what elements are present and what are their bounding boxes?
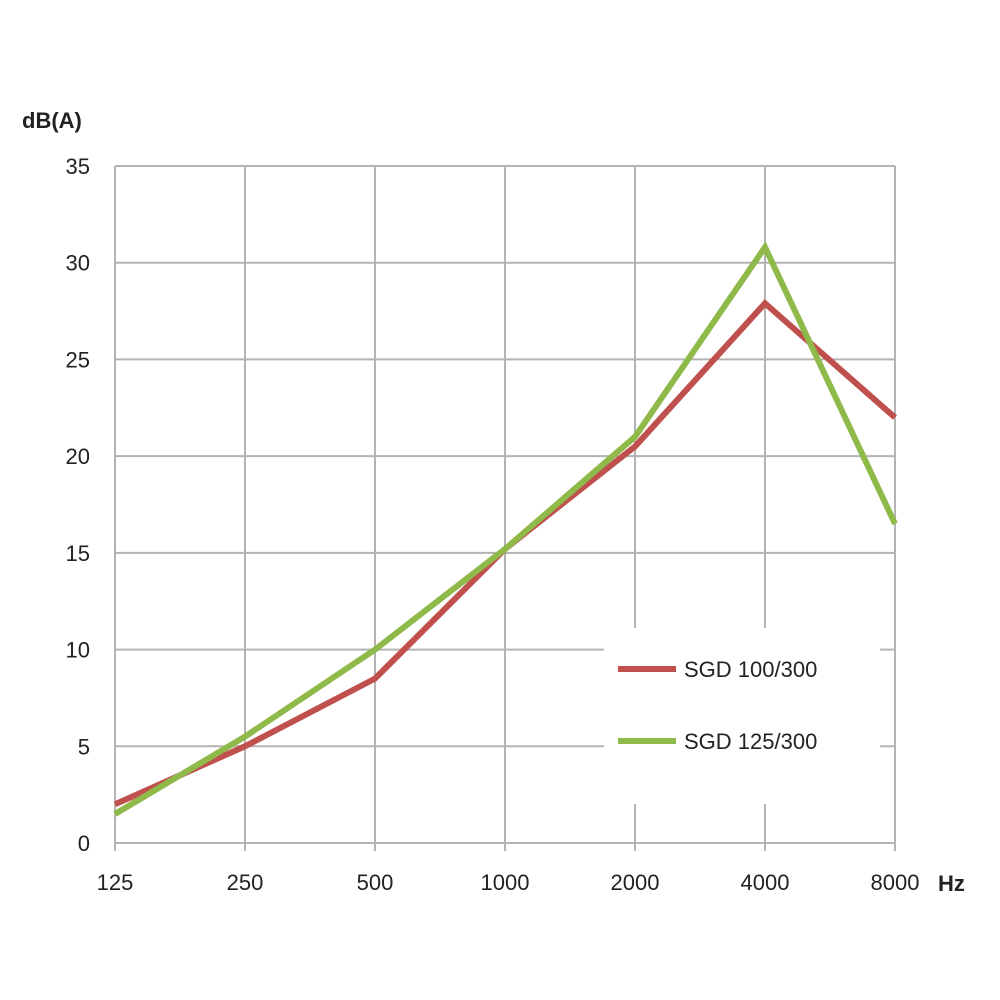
y-tick-label: 5: [78, 734, 90, 759]
y-tick-label: 0: [78, 831, 90, 856]
x-axis-ticks: 125 250 500 1000 2000 4000 8000: [97, 870, 920, 895]
series: [113, 241, 898, 817]
x-tick-label: 8000: [871, 870, 920, 895]
x-tick-label: 500: [357, 870, 394, 895]
y-tick-label: 15: [66, 541, 90, 566]
x-tick-label: 1000: [481, 870, 530, 895]
legend: SGD 100/300 SGD 125/300: [604, 628, 880, 804]
legend-label-sgd-125-300: SGD 125/300: [684, 729, 817, 754]
y-tick-label: 10: [66, 638, 90, 663]
y-axis-ticks: 0 5 10 15 20 25 30 35: [66, 154, 90, 856]
grid: [114, 165, 896, 851]
y-tick-label: 35: [66, 154, 90, 179]
x-tick-label: 125: [97, 870, 134, 895]
y-axis-title: dB(A): [22, 108, 82, 133]
legend-label-sgd-100-300: SGD 100/300: [684, 657, 817, 682]
legend-background: [604, 628, 880, 804]
x-tick-label: 2000: [611, 870, 660, 895]
x-axis-title: Hz: [938, 871, 965, 896]
y-tick-label: 20: [66, 444, 90, 469]
series-line-sgd-125-300: [113, 241, 898, 817]
x-tick-label: 4000: [741, 870, 790, 895]
x-tick-label: 250: [227, 870, 264, 895]
y-tick-label: 25: [66, 347, 90, 372]
y-tick-label: 30: [66, 251, 90, 276]
